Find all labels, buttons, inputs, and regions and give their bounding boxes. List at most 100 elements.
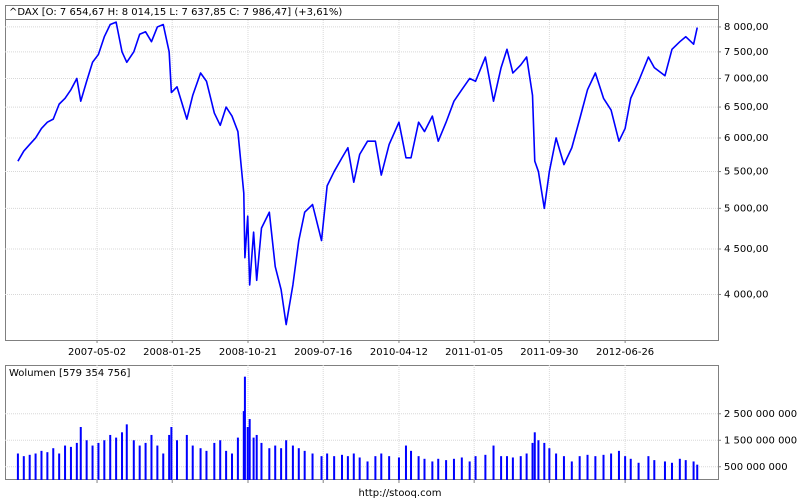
volume-bar bbox=[255, 434, 258, 480]
volume-bar bbox=[492, 445, 495, 480]
volume-bar bbox=[75, 442, 78, 480]
volume-bar bbox=[28, 454, 31, 480]
volume-bar bbox=[219, 440, 222, 480]
volume-bar bbox=[243, 376, 246, 480]
volume-bar bbox=[199, 448, 202, 480]
volume-bar bbox=[423, 458, 426, 480]
volume-bar bbox=[397, 457, 400, 480]
volume-bar bbox=[121, 432, 124, 480]
volume-bar bbox=[410, 450, 413, 480]
x-tick-label: 2012-06-26 bbox=[596, 347, 654, 358]
volume-bar bbox=[543, 442, 546, 480]
volume-bar bbox=[678, 458, 681, 480]
x-tick-label: 2007-05-02 bbox=[68, 347, 126, 358]
volume-bar bbox=[570, 461, 573, 480]
x-tick-label: 2008-10-21 bbox=[219, 347, 277, 358]
y-tick-label: 1 500 000 000 bbox=[724, 435, 797, 446]
volume-bar bbox=[374, 456, 377, 480]
y-tick-label: 4 000,00 bbox=[724, 289, 769, 300]
volume-bar bbox=[46, 452, 49, 480]
volume-bar bbox=[191, 445, 194, 480]
volume-bar bbox=[58, 453, 61, 480]
volume-bar bbox=[91, 445, 94, 480]
volume-bar bbox=[168, 434, 171, 480]
x-tick-label: 2011-09-30 bbox=[520, 347, 578, 358]
volume-bar bbox=[85, 440, 88, 480]
price-frame bbox=[5, 5, 719, 341]
volume-bar bbox=[578, 456, 581, 480]
volume-bar bbox=[647, 456, 650, 480]
volume-bar bbox=[303, 450, 306, 480]
price-line bbox=[17, 21, 699, 326]
volume-bar bbox=[692, 461, 695, 480]
volume-bar bbox=[260, 442, 263, 480]
y-tick-label: 8 000,00 bbox=[724, 22, 769, 33]
volume-bar bbox=[594, 456, 597, 480]
volume-bar bbox=[358, 457, 361, 480]
volume-bar bbox=[34, 453, 37, 480]
volume-bar bbox=[586, 454, 589, 480]
chart-title: ^DAX [O: 7 654,67 H: 8 014,15 L: 7 637,8… bbox=[9, 7, 342, 18]
volume-bar bbox=[555, 453, 558, 480]
volume-bar bbox=[252, 437, 255, 480]
volume-bar bbox=[79, 427, 82, 480]
y-tick-label: 5 000,00 bbox=[724, 203, 769, 214]
volume-bar bbox=[484, 454, 487, 480]
volume-bar bbox=[670, 462, 673, 480]
volume-bar bbox=[562, 456, 565, 480]
volume-bar bbox=[109, 434, 112, 480]
volume-bar bbox=[280, 448, 283, 480]
x-tick-label: 2011-01-05 bbox=[445, 347, 503, 358]
volume-bar bbox=[610, 453, 613, 480]
volume-bar bbox=[684, 460, 687, 480]
volume-bar bbox=[474, 456, 477, 480]
volume-bar bbox=[285, 440, 288, 480]
volume-bar bbox=[537, 440, 540, 480]
volume-bar bbox=[297, 448, 300, 480]
volume-bar bbox=[445, 460, 448, 480]
volume-bar bbox=[291, 445, 294, 480]
volume-bar bbox=[97, 442, 100, 480]
volume-bar bbox=[225, 450, 228, 480]
volume-bar bbox=[320, 456, 323, 480]
volume-bar bbox=[525, 453, 528, 480]
volume-bar bbox=[248, 419, 251, 480]
volume-bar bbox=[380, 453, 383, 480]
y-tick-label: 6 000,00 bbox=[724, 133, 769, 144]
volume-bar bbox=[246, 427, 249, 480]
volume-bar bbox=[511, 457, 514, 480]
volume-bar bbox=[150, 434, 153, 480]
y-tick-label: 2 500 000 000 bbox=[724, 409, 797, 420]
x-tick-label: 2009-07-16 bbox=[294, 347, 352, 358]
volume-bar bbox=[40, 450, 43, 480]
y-tick-label: 5 500,00 bbox=[724, 167, 769, 178]
volume-bar bbox=[653, 460, 656, 480]
volume-bar bbox=[346, 456, 349, 480]
volume-bar bbox=[629, 458, 632, 480]
volume-bar bbox=[16, 453, 19, 480]
volume-bar bbox=[156, 445, 159, 480]
volume-bar bbox=[115, 437, 118, 480]
x-tick-label: 2010-04-12 bbox=[370, 347, 428, 358]
volume-frame bbox=[5, 365, 719, 480]
volume-bar bbox=[333, 456, 336, 480]
volume-bar bbox=[663, 461, 666, 480]
volume-bar bbox=[696, 464, 699, 480]
volume-title: Wolumen [579 354 756] bbox=[9, 368, 130, 379]
volume-bar bbox=[69, 446, 72, 480]
volume-bar bbox=[602, 454, 605, 480]
volume-bar bbox=[366, 461, 369, 480]
volume-bar bbox=[52, 448, 55, 480]
volume-bar bbox=[205, 450, 208, 480]
volume-bar bbox=[231, 453, 234, 480]
volume-bar bbox=[185, 434, 188, 480]
y-tick-label: 7 000,00 bbox=[724, 73, 769, 84]
y-tick-label: 500 000 000 bbox=[724, 462, 788, 473]
volume-bar bbox=[404, 445, 407, 480]
y-tick-label: 4 500,00 bbox=[724, 244, 769, 255]
volume-bar bbox=[326, 453, 329, 480]
x-tick-label: 2008-01-25 bbox=[143, 347, 201, 358]
volume-bar bbox=[213, 442, 216, 480]
volume-bar bbox=[144, 442, 147, 480]
